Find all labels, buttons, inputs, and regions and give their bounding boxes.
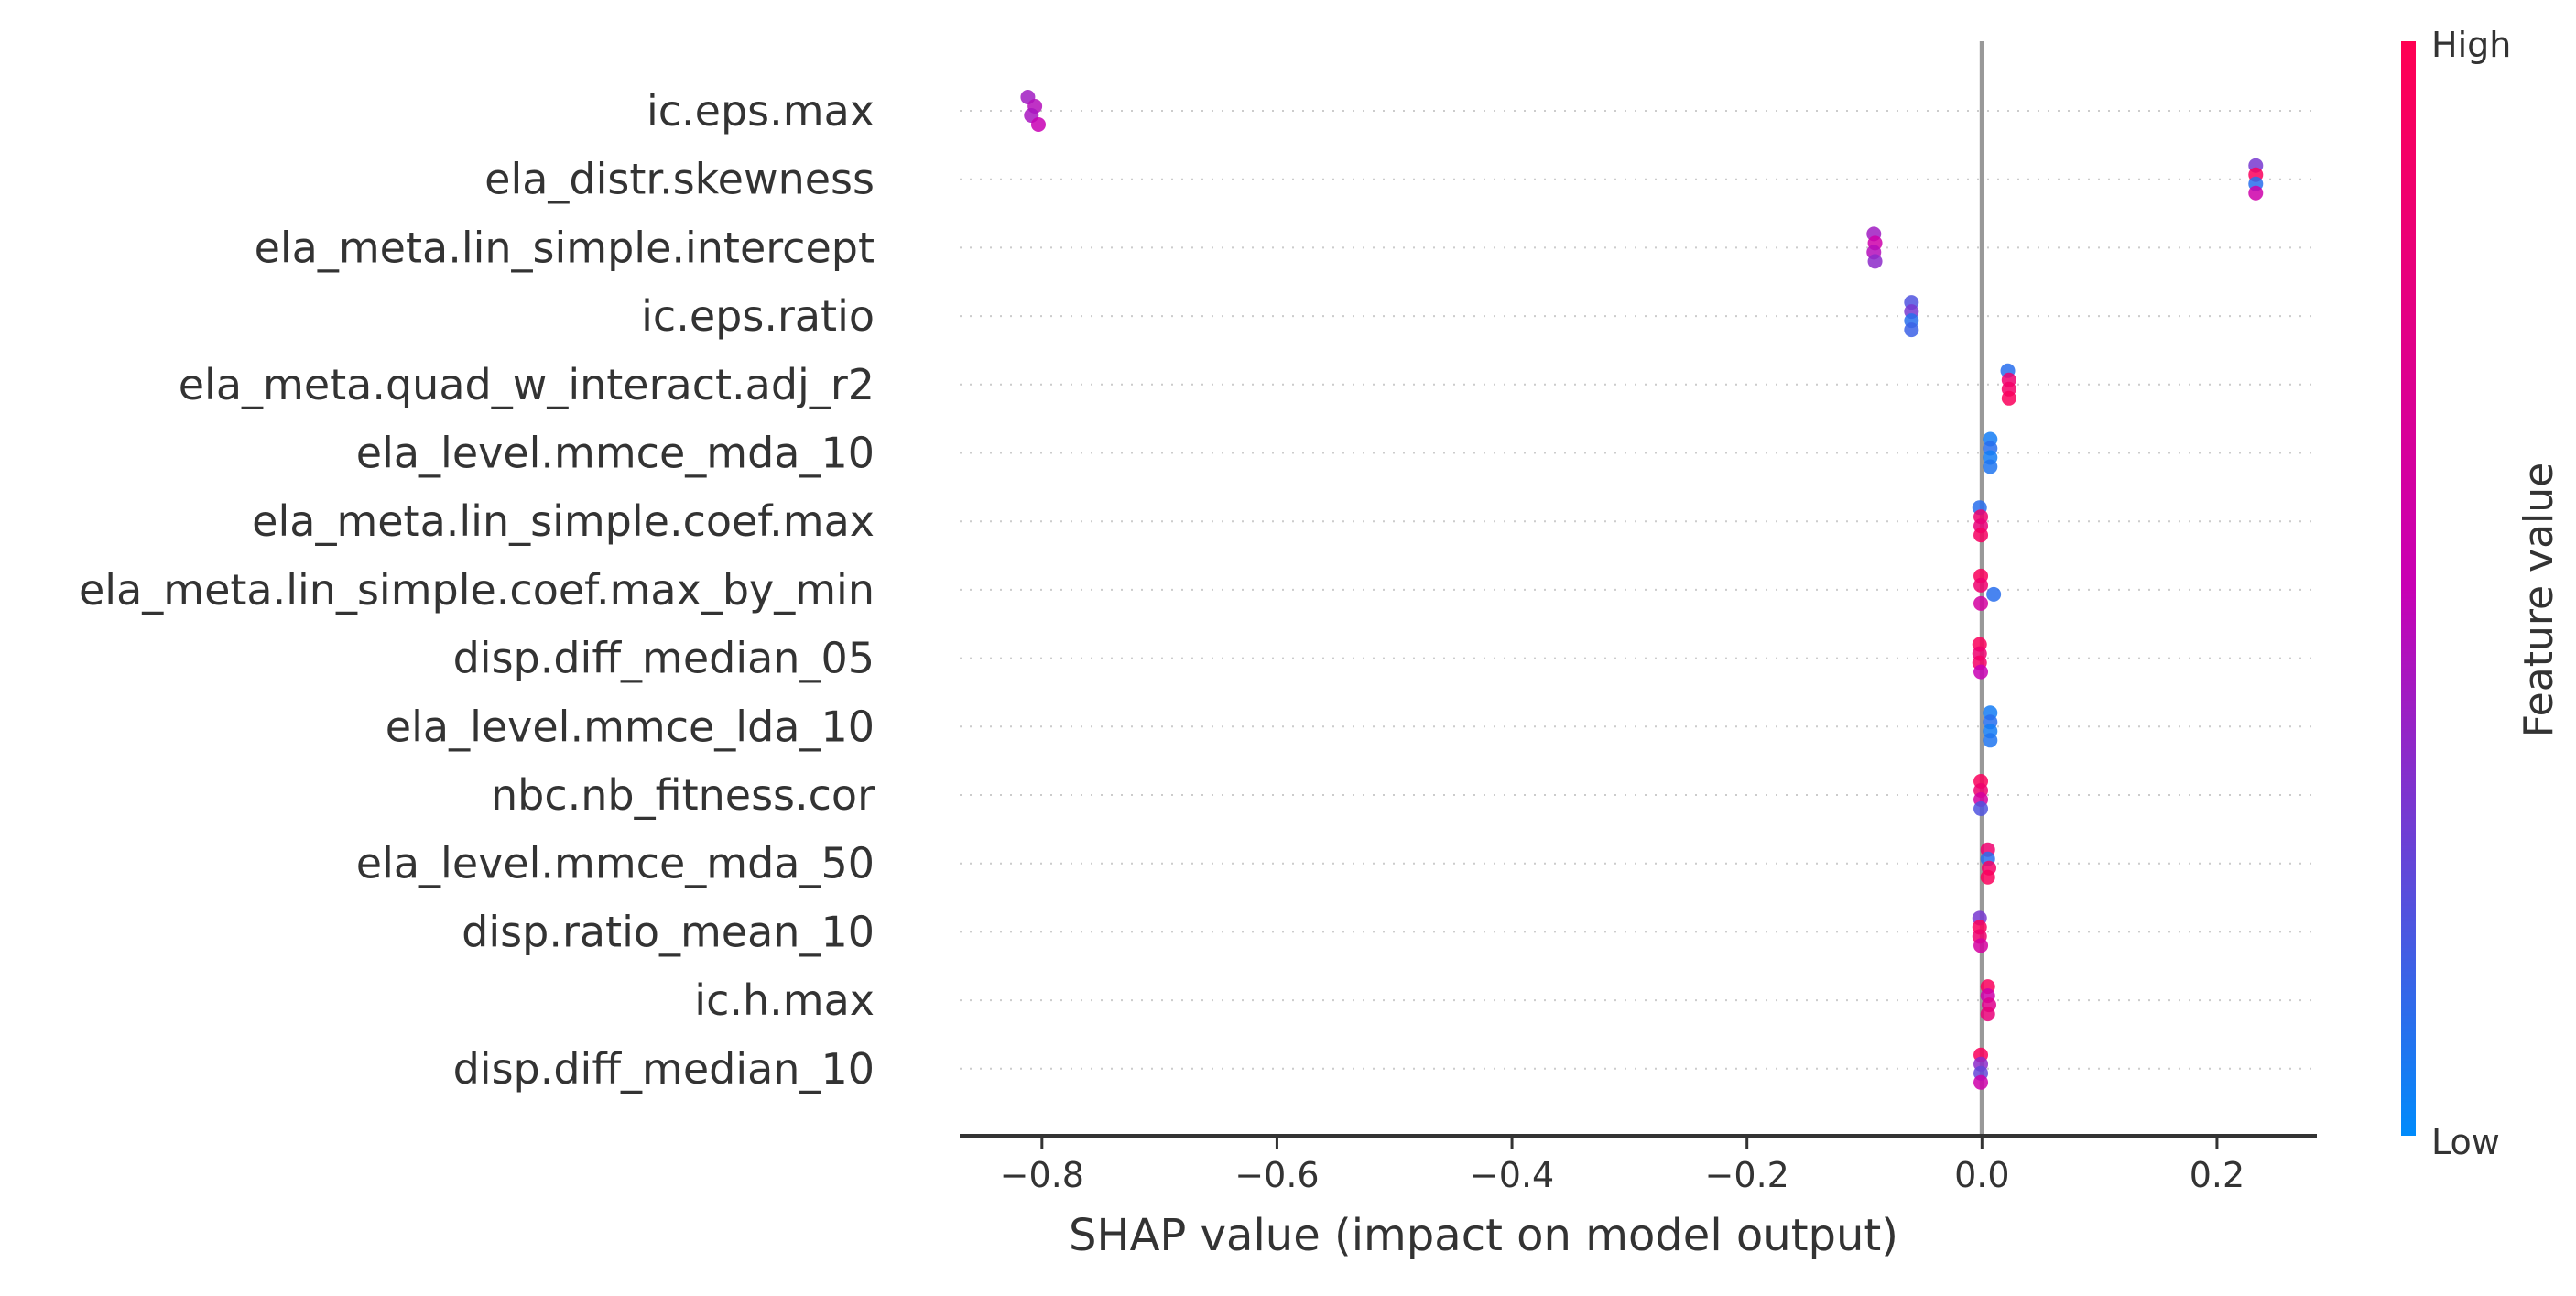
shap-point: [2001, 390, 2016, 406]
x-tick-label: −0.8: [1000, 1155, 1084, 1195]
feature-label: ela_meta.quad_w_interact.adj_r2: [179, 360, 875, 409]
feature-label: ela_level.mmce_mda_10: [356, 429, 875, 478]
shap-point: [1980, 1007, 1995, 1022]
feature-label: ela_level.mmce_mda_50: [356, 839, 875, 888]
shap-point: [1973, 801, 1989, 816]
colorbar: [2401, 41, 2416, 1136]
shap-point: [1983, 459, 1998, 474]
shap-point: [1973, 577, 1989, 593]
feature-label: disp.diff_median_10: [453, 1044, 875, 1094]
shap-points: [1020, 90, 2264, 1090]
feature-label: ic.eps.max: [647, 86, 875, 136]
colorbar-title: Feature value: [2516, 463, 2562, 737]
shap-point: [1973, 938, 1989, 953]
feature-label: ela_meta.lin_simple.coef.max: [252, 496, 875, 546]
shap-point: [2248, 185, 2264, 201]
shap-point: [1983, 733, 1998, 748]
x-axis-ticks: −0.8 −0.6 −0.4 −0.2 0.0 0.2: [1000, 1136, 2244, 1195]
colorbar-low-label: Low: [2431, 1122, 2500, 1162]
shap-point: [1904, 322, 1919, 338]
feature-label: ic.eps.ratio: [641, 291, 875, 341]
shap-point: [1030, 117, 1046, 132]
x-axis-label: SHAP value (impact on model output): [1069, 1210, 1898, 1261]
shap-point: [1986, 586, 2002, 602]
feature-label: ic.h.max: [694, 975, 875, 1025]
x-tick-label: −0.6: [1234, 1155, 1319, 1195]
shap-point: [1973, 528, 1989, 543]
feature-label: ela_meta.lin_simple.intercept: [255, 223, 875, 272]
feature-label: nbc.nb_fitness.cor: [491, 770, 875, 820]
shap-point: [1973, 664, 1989, 680]
x-tick-label: −0.2: [1705, 1155, 1789, 1195]
feature-label: ela_meta.lin_simple.coef.max_by_min: [79, 565, 875, 615]
shap-point: [1973, 1074, 1989, 1090]
shap-point: [1973, 595, 1989, 611]
shap-point: [1980, 869, 1995, 885]
feature-labels: ic.eps.max ela_distr.skewness ela_meta.lin…: [79, 86, 875, 1094]
feature-label: ela_distr.skewness: [484, 155, 875, 204]
x-tick-label: 0.0: [1954, 1155, 2009, 1195]
shap-point: [1867, 254, 1883, 269]
colorbar-high-label: High: [2431, 25, 2511, 65]
feature-label: disp.ratio_mean_10: [462, 907, 875, 956]
x-tick-label: −0.4: [1470, 1155, 1554, 1195]
x-tick-label: 0.2: [2190, 1155, 2244, 1195]
feature-label: ela_level.mmce_lda_10: [386, 702, 875, 751]
feature-label: disp.diff_median_05: [453, 634, 875, 683]
row-gridlines: [960, 110, 2317, 1070]
